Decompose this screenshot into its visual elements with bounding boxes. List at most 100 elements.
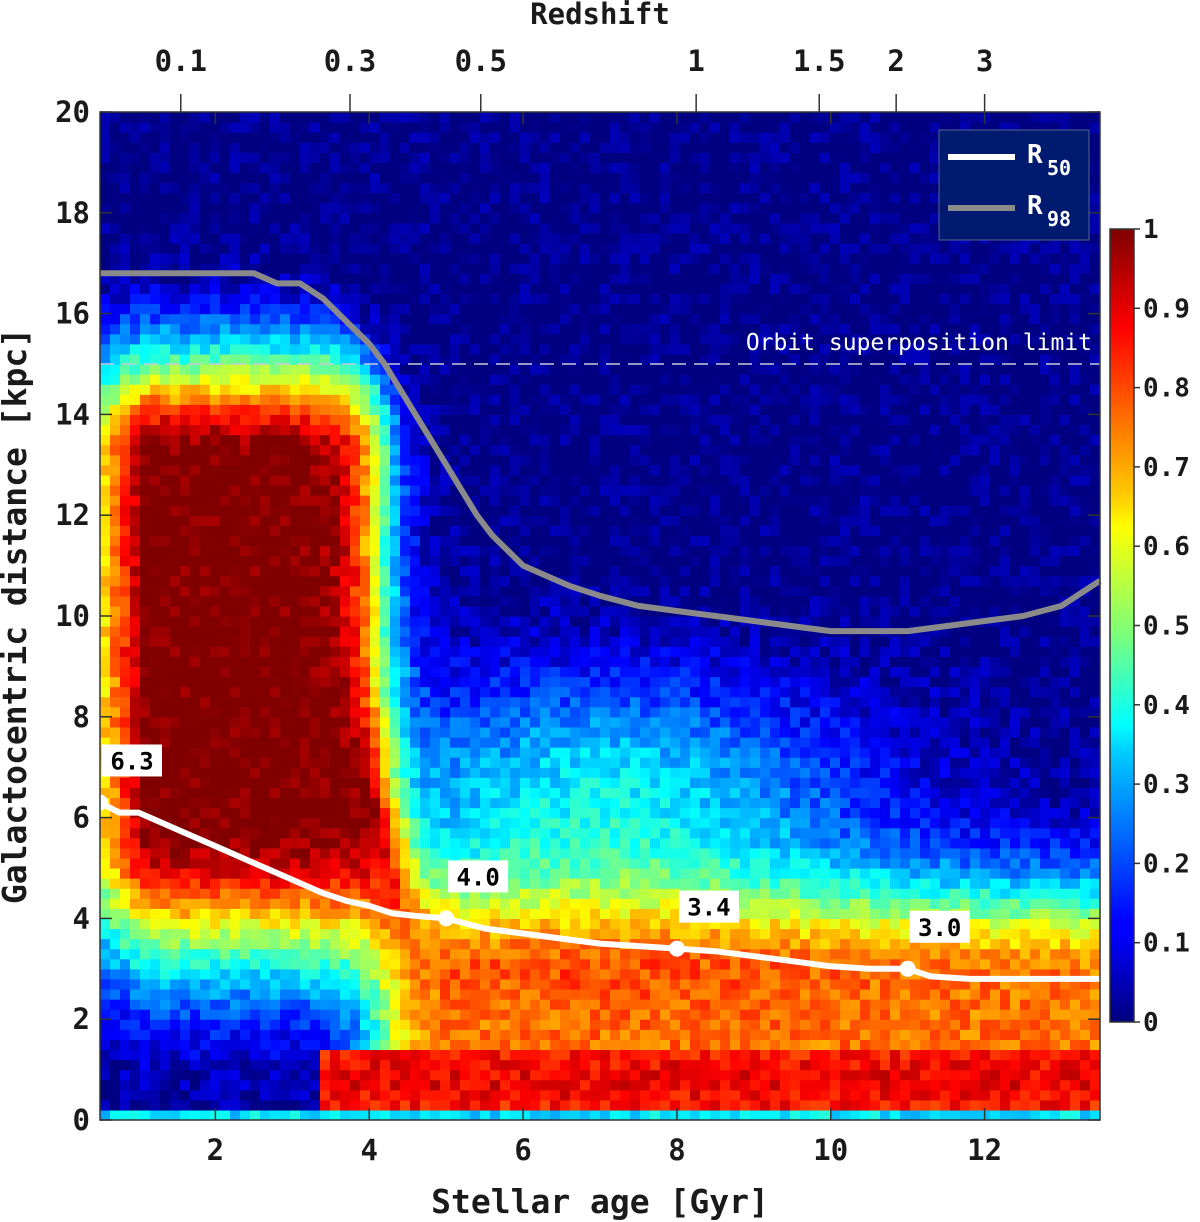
heatmap-cell: [300, 958, 311, 970]
heatmap-cell: [220, 384, 231, 395]
heatmap-cell: [470, 474, 481, 486]
heatmap-cell: [120, 293, 131, 305]
heatmap-cell: [440, 424, 451, 436]
heatmap-cell: [340, 484, 351, 496]
heatmap-cell: [150, 384, 161, 395]
heatmap-cell: [480, 787, 491, 799]
heatmap-cell: [100, 515, 111, 526]
heatmap-cell: [290, 767, 301, 778]
heatmap-cell: [580, 999, 591, 1010]
heatmap-cell: [350, 736, 361, 748]
heatmap-cell: [460, 616, 471, 627]
heatmap-cell: [270, 162, 281, 174]
heatmap-cell: [530, 474, 541, 486]
heatmap-cell: [490, 696, 501, 708]
heatmap-cell: [380, 1089, 391, 1101]
heatmap-cell: [300, 747, 311, 758]
heatmap-cell: [200, 323, 211, 335]
heatmap-cell: [410, 142, 421, 153]
heatmap-cell: [170, 575, 181, 587]
heatmap-cell: [160, 192, 171, 204]
heatmap-cell: [150, 535, 161, 547]
heatmap-cell: [510, 343, 521, 355]
heatmap-cell: [380, 273, 391, 284]
heatmap-cell: [360, 172, 371, 184]
heatmap-cell: [140, 777, 151, 788]
heatmap-cell: [110, 525, 121, 536]
heatmap-cell: [100, 313, 111, 325]
heatmap-cell: [340, 1029, 351, 1040]
heatmap-cell: [270, 797, 281, 809]
heatmap-cell: [270, 938, 281, 950]
heatmap-cell: [480, 636, 491, 647]
heatmap-cell: [500, 182, 511, 194]
heatmap-cell: [190, 1079, 201, 1091]
heatmap-cell: [130, 1109, 141, 1120]
heatmap-cell: [270, 706, 281, 718]
heatmap-cell: [580, 636, 591, 647]
heatmap-cell: [280, 878, 291, 889]
heatmap-cell: [120, 928, 131, 940]
heatmap-cell: [480, 626, 491, 637]
heatmap-cell: [270, 656, 281, 667]
heatmap-cell: [210, 686, 221, 698]
heatmap-cell: [150, 918, 161, 930]
heatmap-cell: [510, 666, 521, 678]
heatmap-cell: [520, 313, 531, 325]
heatmap-cell: [580, 162, 591, 174]
heatmap-cell: [230, 273, 241, 284]
heatmap-cell: [400, 978, 411, 990]
heatmap-cell: [380, 394, 391, 405]
heatmap-cell: [270, 928, 281, 940]
heatmap-cell: [400, 626, 411, 637]
heatmap-cell: [110, 384, 121, 395]
heatmap-cell: [100, 212, 111, 224]
heatmap-cell: [400, 616, 411, 627]
heatmap-cell: [520, 263, 531, 274]
heatmap-cell: [300, 686, 311, 698]
heatmap-cell: [470, 243, 481, 254]
heatmap-cell: [370, 1089, 381, 1101]
heatmap-cell: [100, 999, 111, 1010]
heatmap-cell: [210, 807, 221, 819]
heatmap-cell: [260, 666, 271, 678]
heatmap-cell: [130, 414, 141, 426]
heatmap-cell: [270, 1099, 281, 1111]
heatmap-cell: [470, 343, 481, 355]
heatmap-cell: [200, 888, 211, 899]
heatmap-cell: [470, 222, 481, 234]
heatmap-cell: [480, 112, 491, 123]
heatmap-cell: [580, 787, 591, 799]
heatmap-cell: [550, 263, 561, 274]
heatmap-cell: [140, 978, 151, 990]
heatmap-cell: [350, 192, 361, 204]
heatmap-cell: [220, 182, 231, 194]
heatmap-cell: [460, 202, 471, 214]
heatmap-cell: [540, 283, 551, 295]
heatmap-cell: [250, 827, 261, 839]
heatmap-cell: [460, 515, 471, 526]
heatmap-cell: [470, 192, 481, 204]
heatmap-cell: [250, 464, 261, 476]
heatmap-cell: [260, 353, 271, 365]
heatmap-cell: [230, 636, 241, 647]
heatmap-cell: [290, 253, 301, 264]
heatmap-cell: [330, 716, 341, 728]
heatmap-cell: [550, 394, 561, 405]
heatmap-cell: [190, 817, 201, 829]
heatmap-cell: [170, 918, 181, 930]
heatmap-cell: [560, 807, 571, 819]
heatmap-cell: [480, 303, 491, 315]
heatmap-cell: [370, 112, 381, 123]
heatmap-cell: [100, 1109, 111, 1120]
heatmap-cell: [440, 162, 451, 174]
heatmap-cell: [580, 1069, 591, 1081]
heatmap-cell: [560, 343, 571, 355]
heatmap-cell: [230, 212, 241, 224]
heatmap-cell: [280, 888, 291, 899]
heatmap-cell: [110, 847, 121, 859]
heatmap-cell: [290, 434, 301, 446]
heatmap-cell: [390, 232, 401, 244]
heatmap-cell: [100, 232, 111, 244]
heatmap-cell: [290, 757, 301, 768]
